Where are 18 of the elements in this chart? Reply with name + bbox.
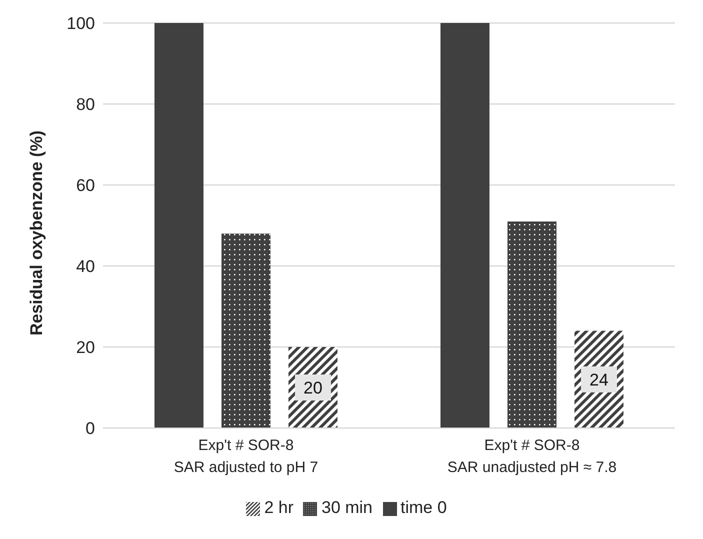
y-tick-label: 80 bbox=[76, 95, 95, 114]
y-tick-label: 40 bbox=[76, 257, 95, 276]
y-axis-title: Residual oxybenzone (%) bbox=[27, 130, 46, 336]
legend-label: 2 hr bbox=[264, 498, 294, 517]
y-tick-label: 100 bbox=[66, 14, 95, 34]
y-tick-label: 60 bbox=[76, 176, 95, 196]
legend-label: time 0 bbox=[400, 498, 447, 517]
bar bbox=[440, 23, 490, 428]
y-tick-label: 0 bbox=[86, 419, 95, 438]
y-tick-label: 20 bbox=[76, 338, 95, 358]
data-label: 24 bbox=[590, 370, 608, 390]
x-tick-label: Exp't # SOR-8 SAR unadjusted pH ≈ 7.8 bbox=[447, 437, 617, 476]
bar bbox=[507, 221, 556, 428]
x-tick-label: Exp't # SOR-8 SAR adjusted to pH 7 bbox=[174, 437, 318, 476]
data-label: 20 bbox=[304, 378, 322, 398]
legend-label: 30 min bbox=[321, 498, 373, 517]
bar bbox=[154, 23, 204, 428]
bar bbox=[221, 234, 270, 428]
